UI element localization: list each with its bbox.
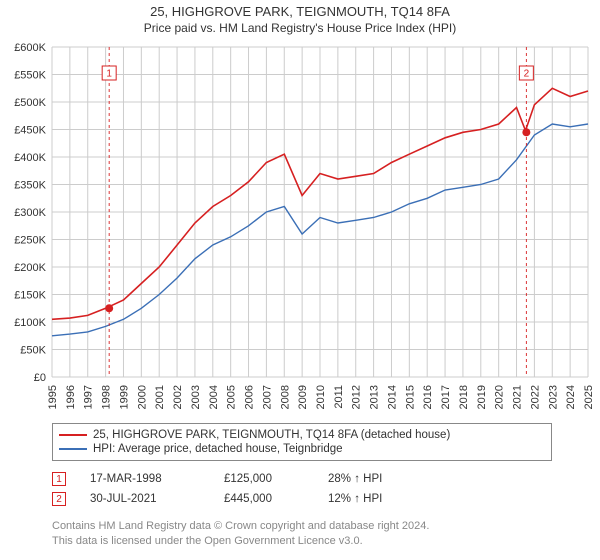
- svg-text:2008: 2008: [279, 385, 291, 409]
- svg-text:2002: 2002: [172, 385, 184, 409]
- svg-text:£150K: £150K: [14, 290, 46, 302]
- svg-text:£450K: £450K: [14, 125, 46, 137]
- svg-text:2000: 2000: [136, 385, 148, 409]
- svg-text:2017: 2017: [440, 385, 452, 409]
- svg-text:2004: 2004: [208, 385, 220, 409]
- title-line-2: Price paid vs. HM Land Registry's House …: [0, 21, 600, 35]
- svg-text:£400K: £400K: [14, 152, 46, 164]
- svg-text:2016: 2016: [422, 385, 434, 409]
- svg-text:£350K: £350K: [14, 180, 46, 192]
- line-chart-svg: £0 £50K £100K £150K £200K £250K £300K £350K £400…: [0, 37, 600, 417]
- svg-text:2014: 2014: [386, 385, 398, 409]
- svg-text:2011: 2011: [333, 385, 345, 409]
- svg-text:1996: 1996: [65, 385, 77, 409]
- legend-row-0: 25, HIGHGROVE PARK, TEIGNMOUTH, TQ14 8FA…: [59, 428, 545, 442]
- svg-text:1995: 1995: [47, 385, 59, 409]
- annotation-diff: 28% ↑ HPI: [328, 473, 428, 485]
- annotation-date: 17-MAR-1998: [90, 473, 200, 485]
- attribution-line-2: This data is licensed under the Open Gov…: [52, 534, 600, 549]
- svg-text:£100K: £100K: [14, 317, 46, 329]
- marker-number-1: 1: [106, 69, 112, 80]
- svg-text:2009: 2009: [297, 385, 309, 409]
- marker-dot-1: [105, 304, 113, 312]
- svg-text:2012: 2012: [351, 385, 363, 409]
- transaction-annotations: 1 17-MAR-1998 £125,000 28% ↑ HPI 2 30-JUL-202…: [52, 469, 600, 509]
- svg-text:£200K: £200K: [14, 262, 46, 274]
- title-line-1: 25, HIGHGROVE PARK, TEIGNMOUTH, TQ14 8FA: [0, 4, 600, 19]
- svg-text:2018: 2018: [458, 385, 470, 409]
- annotation-marker: 2: [52, 492, 66, 506]
- legend-label: 25, HIGHGROVE PARK, TEIGNMOUTH, TQ14 8FA…: [93, 429, 450, 441]
- svg-text:£500K: £500K: [14, 97, 46, 109]
- svg-text:2025: 2025: [583, 385, 595, 409]
- svg-text:2010: 2010: [315, 385, 327, 409]
- svg-text:2022: 2022: [529, 385, 541, 409]
- svg-text:£600K: £600K: [14, 42, 46, 54]
- annotation-price: £445,000: [224, 493, 304, 505]
- svg-text:1999: 1999: [118, 385, 130, 409]
- svg-text:2003: 2003: [190, 385, 202, 409]
- chart-title-block: 25, HIGHGROVE PARK, TEIGNMOUTH, TQ14 8FA…: [0, 0, 600, 37]
- legend-swatch: [59, 434, 87, 436]
- annotation-marker: 1: [52, 472, 66, 486]
- svg-text:2007: 2007: [261, 385, 273, 409]
- svg-text:2021: 2021: [512, 385, 524, 409]
- marker-dot-2: [522, 128, 530, 136]
- svg-text:£550K: £550K: [14, 70, 46, 82]
- svg-text:2005: 2005: [226, 385, 238, 409]
- attribution: Contains HM Land Registry data © Crown c…: [52, 519, 600, 549]
- svg-text:£50K: £50K: [20, 345, 46, 357]
- annotation-price: £125,000: [224, 473, 304, 485]
- chart-area: £0 £50K £100K £150K £200K £250K £300K £350K £400…: [0, 37, 600, 417]
- annotation-date: 30-JUL-2021: [90, 493, 200, 505]
- legend-row-1: HPI: Average price, detached house, Teig…: [59, 442, 545, 456]
- svg-text:2001: 2001: [154, 385, 166, 409]
- svg-text:2006: 2006: [244, 385, 256, 409]
- legend: 25, HIGHGROVE PARK, TEIGNMOUTH, TQ14 8FA…: [52, 423, 552, 461]
- annotation-row-2: 2 30-JUL-2021 £445,000 12% ↑ HPI: [52, 489, 600, 509]
- svg-text:£0: £0: [34, 372, 46, 384]
- svg-text:2020: 2020: [494, 385, 506, 409]
- svg-text:2013: 2013: [369, 385, 381, 409]
- svg-text:2019: 2019: [476, 385, 488, 409]
- svg-text:2015: 2015: [404, 385, 416, 409]
- svg-text:1997: 1997: [83, 385, 95, 409]
- svg-text:1998: 1998: [101, 385, 113, 409]
- annotation-row-1: 1 17-MAR-1998 £125,000 28% ↑ HPI: [52, 469, 600, 489]
- svg-text:2024: 2024: [565, 385, 577, 409]
- attribution-line-1: Contains HM Land Registry data © Crown c…: [52, 519, 600, 534]
- legend-swatch: [59, 448, 87, 450]
- annotation-diff: 12% ↑ HPI: [328, 493, 428, 505]
- svg-text:£250K: £250K: [14, 235, 46, 247]
- svg-text:£300K: £300K: [14, 207, 46, 219]
- marker-number-2: 2: [524, 69, 530, 80]
- legend-label: HPI: Average price, detached house, Teig…: [93, 443, 343, 455]
- svg-text:2023: 2023: [547, 385, 559, 409]
